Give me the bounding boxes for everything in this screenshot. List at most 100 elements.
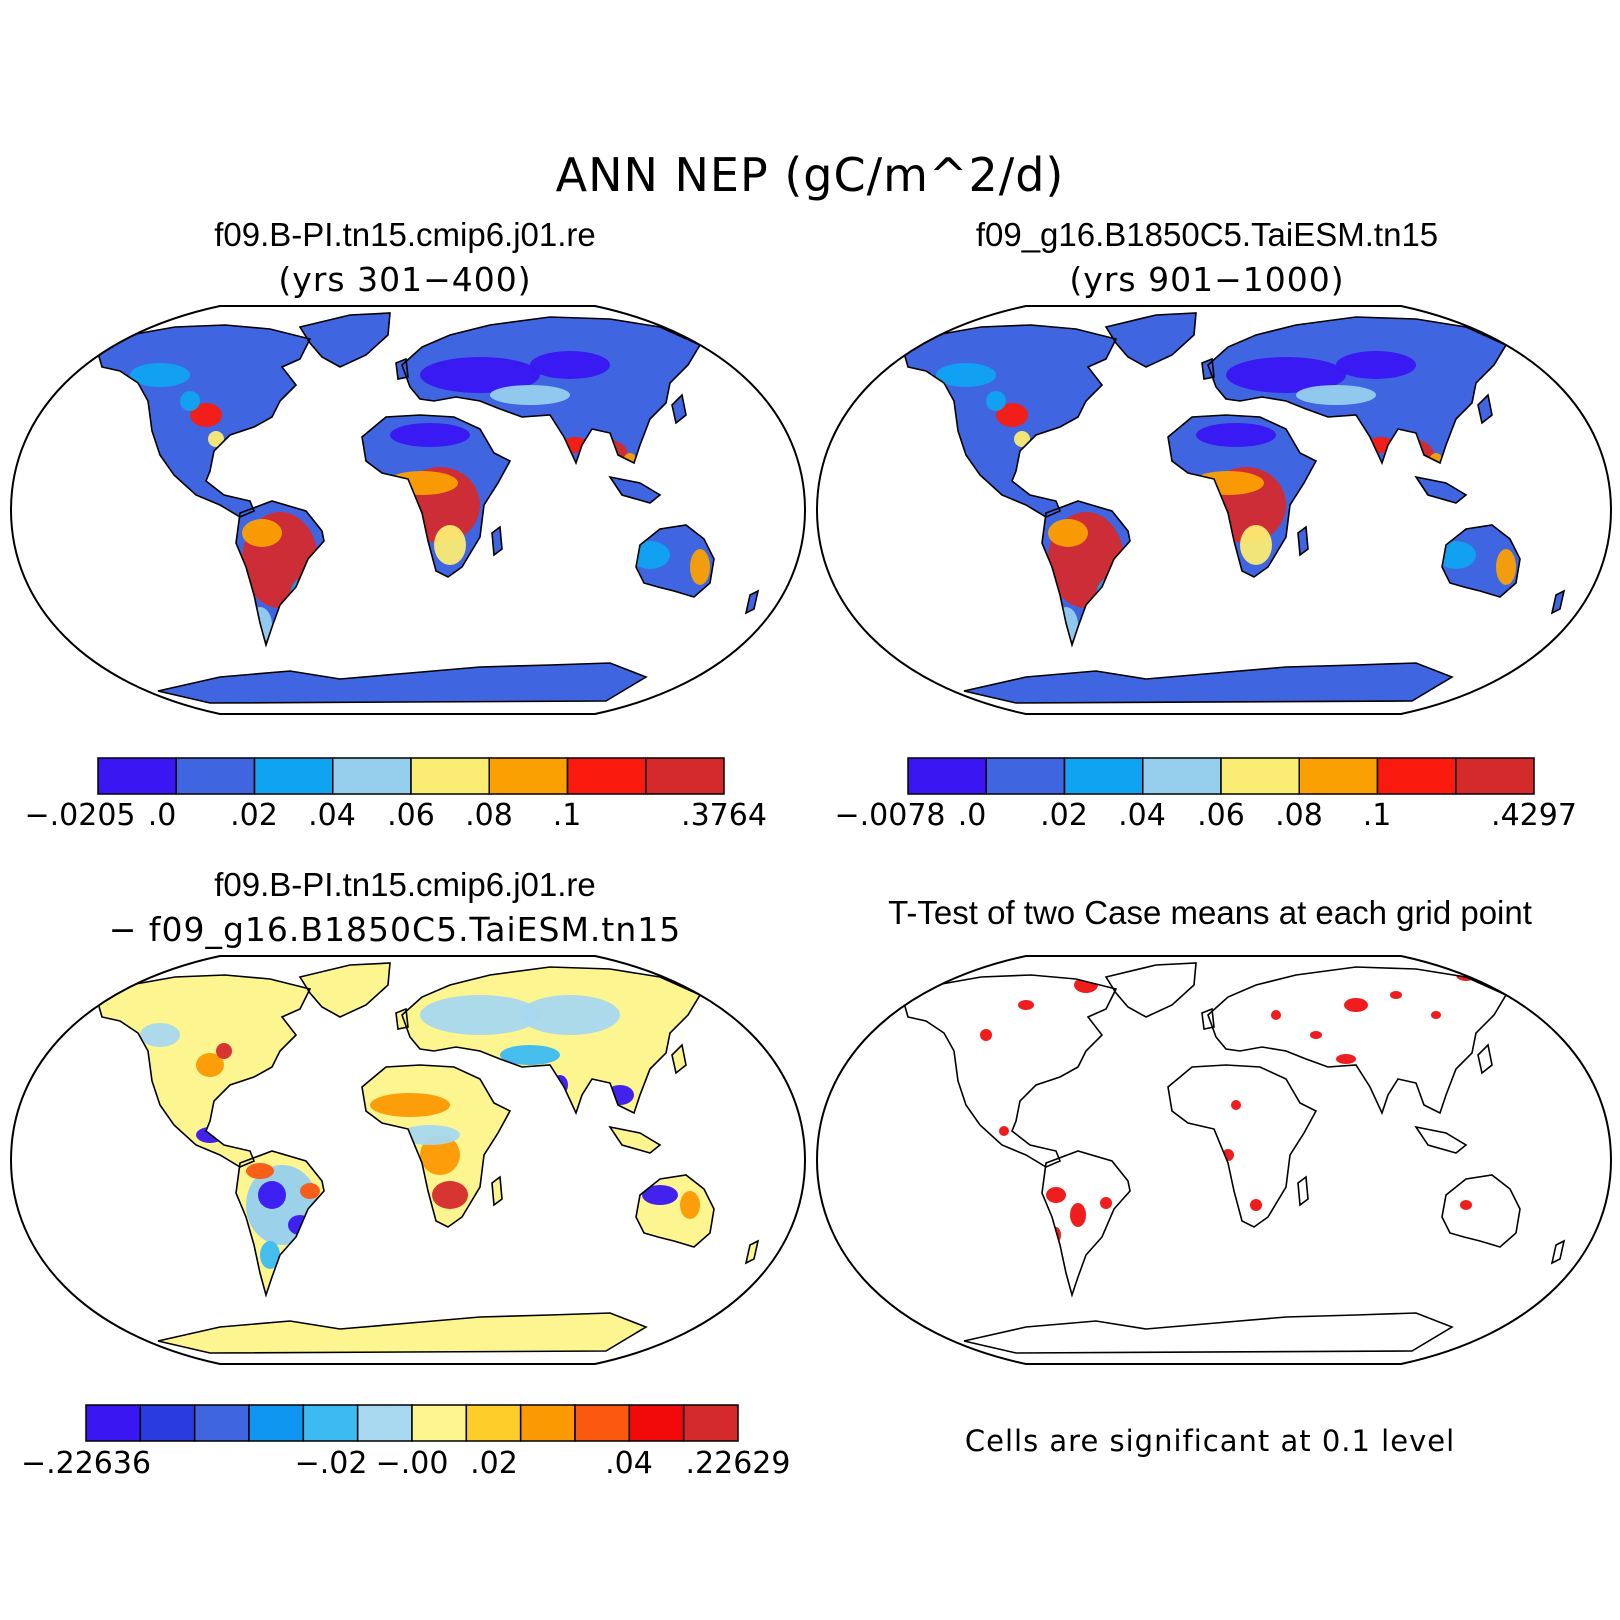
colorbar-swatch — [411, 1404, 468, 1442]
colorbar-tick-label: .04 — [605, 1446, 653, 1481]
map-border — [10, 305, 806, 715]
colorbar-tick-label: .02 — [230, 798, 278, 833]
colorbar-tick-label: −.0078 — [834, 798, 946, 833]
coastline-southamerica — [235, 1150, 325, 1298]
panel-bl-subtitle: − f09_g16.B1850C5.TaiESM.tn15 — [108, 910, 682, 949]
colorbar-tick-label: .04 — [308, 798, 356, 833]
colorbar-top-right-labels: −.0078 .0 .02 .04 .06 .08 .1 .4297 — [810, 798, 1620, 838]
colorbar-swatch — [985, 757, 1066, 795]
map-border — [10, 955, 806, 1365]
colorbar-tick-label: .02 — [470, 1446, 518, 1481]
colorbar-tick-label: .4297 — [1491, 798, 1577, 833]
colorbar-tick-label: .08 — [465, 798, 513, 833]
colorbar-swatch — [302, 1404, 359, 1442]
colorbar-swatch — [488, 757, 569, 795]
colorbar-swatch — [1063, 757, 1144, 795]
colorbar-swatch — [465, 1404, 522, 1442]
coastline-antarctica — [963, 1312, 1454, 1354]
coastline-eurasia — [401, 966, 702, 1116]
coastline-japan — [1477, 1043, 1493, 1075]
coastline-eurasia — [1207, 966, 1508, 1116]
coastline-nz — [1550, 589, 1566, 615]
colorbar-bottom-left-labels: −.22636 −.02 −.00 .02 .04 .22629 — [0, 1446, 810, 1486]
colorbar-swatch — [682, 1404, 739, 1442]
coastline-nz — [744, 589, 760, 615]
coastline-africa — [361, 1064, 512, 1228]
coastline-madagascar — [491, 1175, 503, 1207]
colorbar-swatch — [356, 1404, 413, 1442]
colorbar-swatch — [410, 757, 490, 795]
coastline-australia — [635, 524, 715, 598]
panel-tl-title: f09.B-PI.tn15.cmip6.j01.re — [214, 216, 596, 253]
coastline-australia — [1441, 1174, 1521, 1248]
colorbar-swatch — [645, 757, 725, 795]
coastline-antarctica — [157, 662, 648, 704]
colorbar-tick-label: .22629 — [685, 1446, 791, 1481]
colorbar-tick-label: .1 — [1362, 798, 1392, 833]
colorbar-tick-label: −.02 — [294, 1446, 368, 1481]
colorbar-top-left-labels: −.0205 .0 .02 .04 .06 .08 .1 .3764 — [0, 798, 810, 838]
colorbar-tick-label: −.00 — [375, 1446, 449, 1481]
coastline-nz — [744, 1239, 760, 1265]
colorbar-tick-label: .08 — [1275, 798, 1323, 833]
coastline-indonesia — [608, 1125, 662, 1154]
colorbar-top-right — [907, 757, 1535, 795]
figure-title: ANN NEP (gC/m^2/d) — [555, 148, 1065, 202]
coastline-northamerica — [97, 974, 312, 1168]
colorbar-swatch — [519, 1404, 576, 1442]
colorbar-top-left — [97, 757, 725, 795]
colorbar-swatch — [248, 1404, 305, 1442]
colorbar-swatch — [1376, 757, 1457, 795]
coastline-australia — [1441, 524, 1521, 598]
coastline-eurasia — [401, 316, 702, 466]
colorbar-tick-label: .06 — [1197, 798, 1245, 833]
map-panel-bottom-right — [816, 955, 1612, 1365]
map-border — [816, 305, 1612, 715]
panel-bl-title: f09.B-PI.tn15.cmip6.j01.re — [214, 866, 596, 903]
colorbar-tick-label: .0 — [957, 798, 987, 833]
coastline-uk — [395, 357, 409, 380]
coastline-northamerica — [903, 974, 1118, 1168]
coastline-australia — [635, 1174, 715, 1248]
coastline-antarctica — [963, 662, 1454, 704]
colorbar-tick-label: .04 — [1118, 798, 1166, 833]
colorbar-swatch — [907, 757, 987, 795]
coastline-eurasia — [1207, 316, 1508, 466]
colorbar-swatch — [175, 757, 256, 795]
colorbar-swatch — [97, 757, 177, 795]
colorbar-swatch — [566, 757, 647, 795]
coastline-antarctica — [157, 1312, 648, 1354]
panel-tl-subtitle: (yrs 301−400) — [278, 260, 532, 299]
coastline-southamerica — [235, 500, 325, 648]
colorbar-tick-label: .0 — [147, 798, 177, 833]
coastline-japan — [671, 393, 687, 425]
coastline-indonesia — [608, 475, 662, 504]
coastline-indonesia — [1414, 1125, 1468, 1154]
colorbar-swatch — [332, 757, 412, 795]
colorbar-swatch — [253, 757, 334, 795]
colorbar-swatch — [193, 1404, 250, 1442]
coastline-madagascar — [1297, 1175, 1309, 1207]
colorbar-swatch — [139, 1404, 196, 1442]
coastline-uk — [395, 1007, 409, 1030]
colorbar-swatch — [1455, 757, 1535, 795]
colorbar-tick-label: .3764 — [681, 798, 767, 833]
coastline-madagascar — [1297, 525, 1309, 557]
colorbar-tick-label: −.22636 — [20, 1446, 152, 1481]
coastline-africa — [1167, 1064, 1318, 1228]
map-panel-top-left — [10, 305, 806, 715]
coastline-greenland — [1104, 312, 1197, 368]
panel-tr-title: f09_g16.B1850C5.TaiESM.tn15 — [975, 216, 1439, 253]
colorbar-tick-label: .02 — [1040, 798, 1088, 833]
coastline-africa — [361, 414, 512, 578]
coastline-indonesia — [1414, 475, 1468, 504]
coastline-japan — [671, 1043, 687, 1075]
colorbar-swatch — [628, 1404, 685, 1442]
colorbar-swatch — [1298, 757, 1379, 795]
colorbar-tick-label: .1 — [552, 798, 582, 833]
coastline-southamerica — [1041, 500, 1131, 648]
colorbar-swatch — [85, 1404, 142, 1442]
coastline-uk — [1201, 1007, 1215, 1030]
coastline-uk — [1201, 357, 1215, 380]
coastline-northamerica — [97, 324, 312, 518]
